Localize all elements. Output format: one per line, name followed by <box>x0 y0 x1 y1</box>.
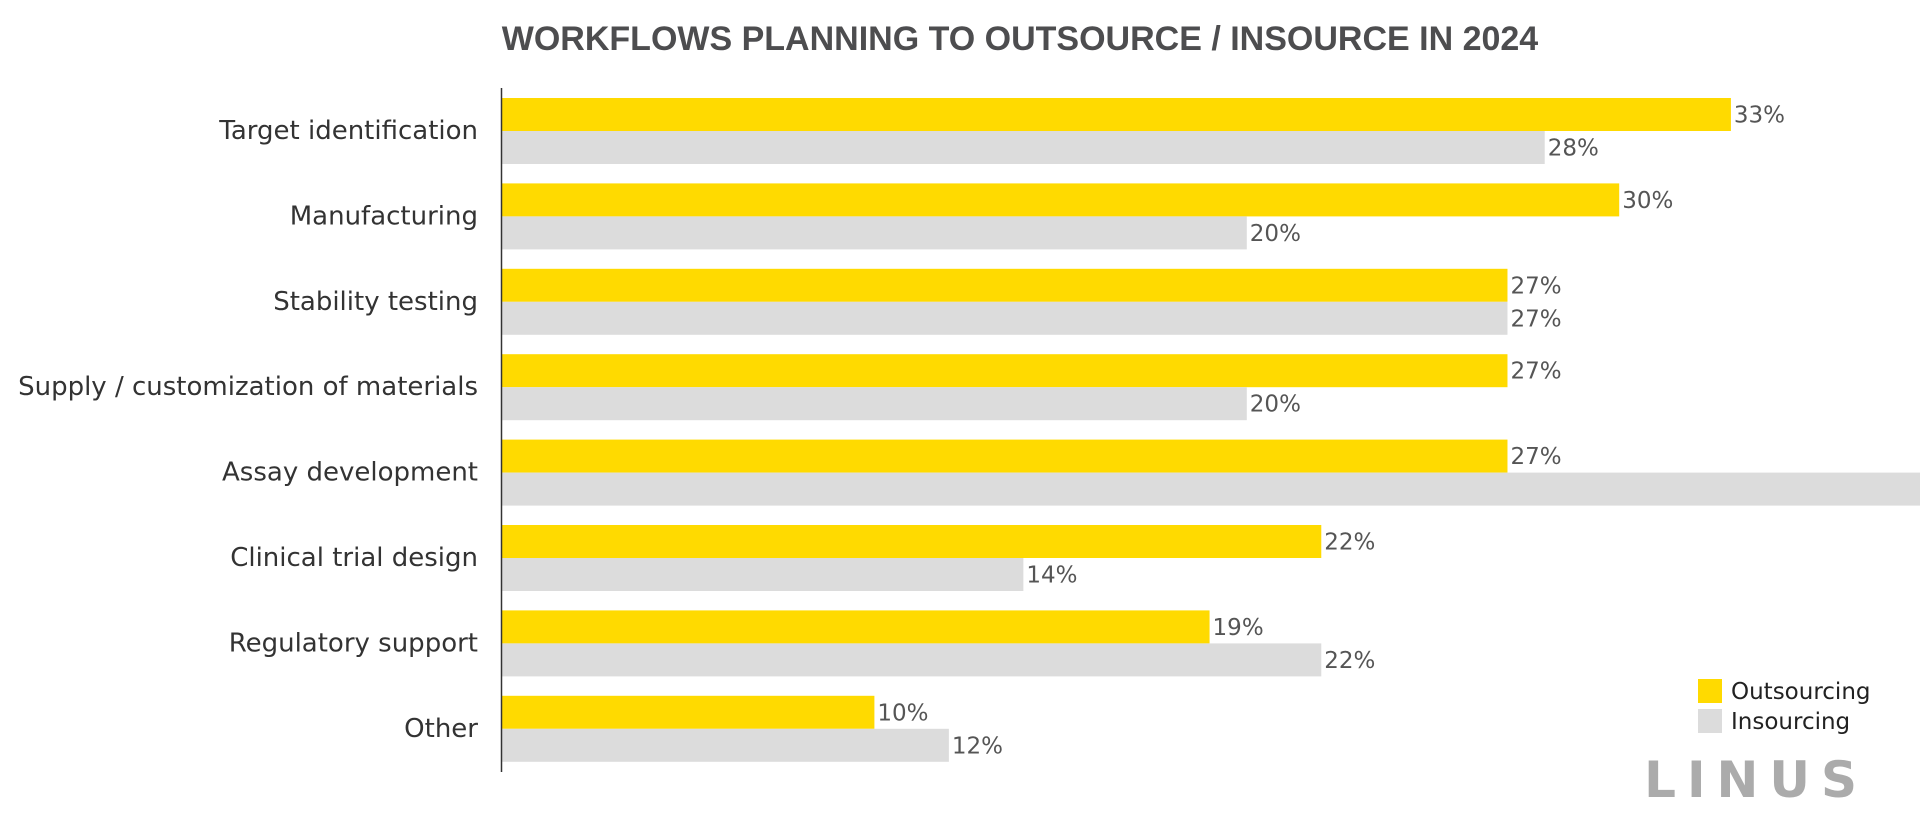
category-label-manufacturing: Manufacturing <box>290 201 478 231</box>
category-label-supply-customization-of-materials: Supply / customization of materials <box>18 372 478 402</box>
value-label-outsourcing-manufacturing: 30% <box>1622 188 1673 214</box>
value-label-outsourcing-clinical-trial-design: 22% <box>1324 530 1375 556</box>
value-label-insourcing-stability-testing: 27% <box>1510 306 1561 332</box>
category-label-assay-development: Assay development <box>222 458 478 488</box>
value-label-insourcing-supply-customization-of-materials: 20% <box>1250 392 1301 418</box>
legend: Outsourcing Insourcing <box>1698 679 1871 735</box>
value-label-outsourcing-assay-development: 27% <box>1510 444 1561 470</box>
bar-outsourcing-stability-testing <box>502 268 1508 302</box>
bar-outsourcing-regulatory-support <box>502 610 1210 644</box>
value-label-outsourcing-stability-testing: 27% <box>1510 273 1561 299</box>
bar-insourcing-other <box>502 728 949 762</box>
value-label-outsourcing-target-identification: 33% <box>1734 103 1785 129</box>
bar-insourcing-target-identification <box>502 131 1545 164</box>
category-label-other: Other <box>404 714 478 744</box>
value-label-insourcing-clinical-trial-design: 14% <box>1026 563 1077 589</box>
legend-swatch-outsourcing <box>1698 679 1722 703</box>
category-label-stability-testing: Stability testing <box>273 287 478 317</box>
bar-insourcing-assay-development <box>502 472 1920 506</box>
bar-outsourcing-other <box>502 695 875 729</box>
bar-insourcing-clinical-trial-design <box>502 558 1024 591</box>
bar-insourcing-manufacturing <box>502 216 1247 250</box>
value-label-insourcing-regulatory-support: 22% <box>1324 648 1375 674</box>
chart-title: WORKFLOWS PLANNING TO OUTSOURCE / INSOUR… <box>502 20 1539 58</box>
value-label-insourcing-target-identification: 28% <box>1548 136 1599 162</box>
bar-outsourcing-target-identification <box>502 98 1731 131</box>
bar-insourcing-regulatory-support <box>502 643 1322 677</box>
value-labels: 33%28%30%20%27%27%27%20%27%49%22%14%19%2… <box>877 103 1785 760</box>
category-labels: Target identification Manufacturing Stabil… <box>18 116 478 744</box>
value-label-outsourcing-supply-customization-of-materials: 27% <box>1510 359 1561 385</box>
bars-layer <box>502 98 1920 762</box>
category-label-clinical-trial-design: Clinical trial design <box>230 543 478 573</box>
bar-outsourcing-manufacturing <box>502 183 1620 217</box>
legend-swatch-insourcing <box>1698 709 1722 733</box>
bar-outsourcing-clinical-trial-design <box>502 525 1322 558</box>
category-label-regulatory-support: Regulatory support <box>229 628 478 658</box>
category-label-target-identification: Target identification <box>218 116 478 146</box>
bar-outsourcing-assay-development <box>502 439 1508 473</box>
bar-insourcing-stability-testing <box>502 301 1508 335</box>
bar-insourcing-supply-customization-of-materials <box>502 387 1247 421</box>
legend-label-insourcing: Insourcing <box>1731 709 1850 735</box>
bar-outsourcing-supply-customization-of-materials <box>502 354 1508 388</box>
linus-logo: LINUS <box>1644 751 1868 809</box>
value-label-outsourcing-regulatory-support: 19% <box>1213 615 1264 641</box>
value-label-insourcing-manufacturing: 20% <box>1250 221 1301 247</box>
legend-label-outsourcing: Outsourcing <box>1731 679 1871 705</box>
value-label-insourcing-other: 12% <box>952 733 1003 759</box>
value-label-outsourcing-other: 10% <box>877 700 928 726</box>
